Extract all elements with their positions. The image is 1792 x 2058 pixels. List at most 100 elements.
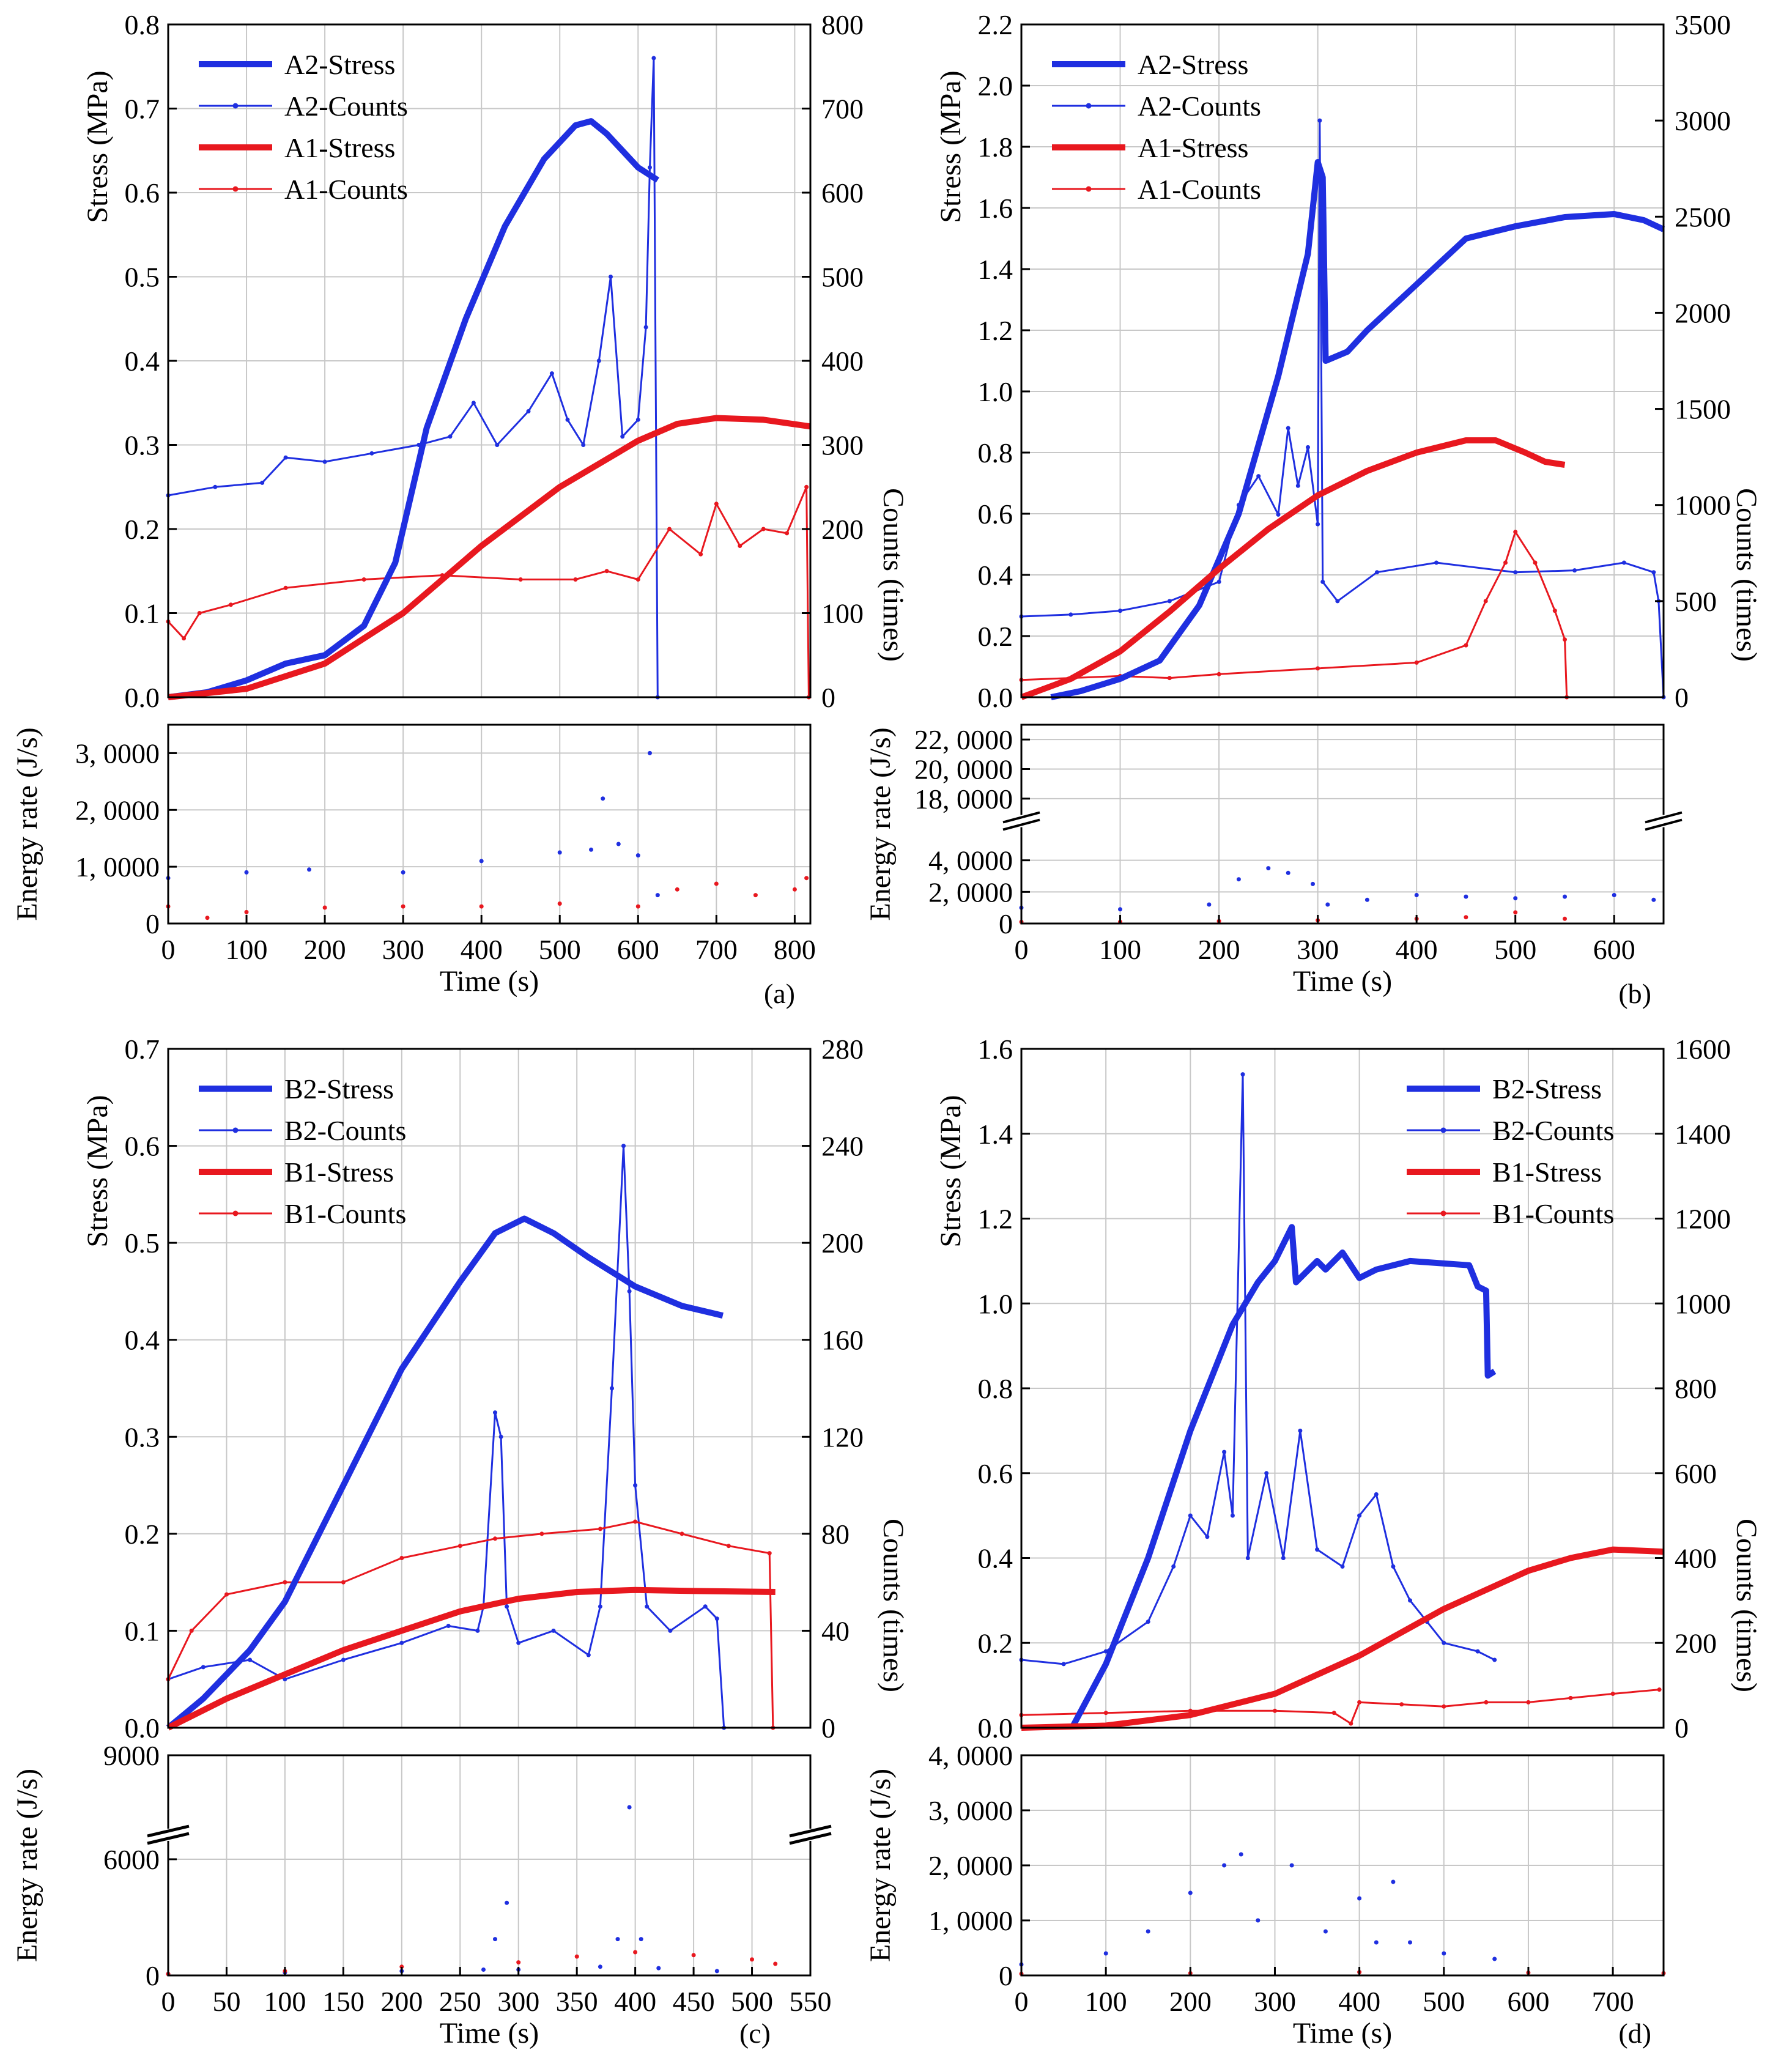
series-line-b2-stress — [1069, 1224, 1497, 1730]
y-axis-label-right: Counts (times) — [1730, 1519, 1763, 1692]
data-point-a2-counts — [1513, 570, 1518, 575]
data-point-a1-energy — [205, 916, 210, 920]
data-point-a1-energy — [1464, 915, 1468, 920]
energy-tick-label: 2, 0000 — [928, 1850, 1013, 1881]
y-tick-label-right: 500 — [1675, 586, 1717, 617]
data-point-b1-counts — [1103, 1711, 1108, 1716]
data-point-b2-counts — [1315, 1547, 1320, 1552]
x-tick-label: 400 — [461, 934, 503, 965]
data-point-a2-energy — [1118, 907, 1122, 912]
energy-tick-label: 0 — [146, 1960, 160, 1991]
chart-panel-1: 0 100 200 300 400 500 600 700 800 0.0 0.1 0.2 0.3 0.4… — [11, 9, 909, 1009]
data-point-b2-counts — [1357, 1513, 1362, 1518]
legend-entry: A2-Counts — [284, 91, 408, 122]
legend-entry: B1-Counts — [1492, 1198, 1614, 1229]
x-tick-label: 400 — [614, 1986, 656, 2017]
data-point-b2-energy — [1391, 1879, 1396, 1884]
data-point-b2-counts — [1188, 1513, 1193, 1518]
y-tick-label-left: 0.2 — [125, 514, 160, 545]
legend-marker — [1440, 1127, 1446, 1133]
data-point-b1-counts — [1484, 1700, 1489, 1705]
y-tick-label-left: 1.2 — [978, 315, 1013, 346]
y-tick-label-left: 1.6 — [978, 193, 1013, 224]
data-point-b2-energy — [656, 1966, 661, 1971]
x-tick-label: 150 — [322, 1986, 365, 2017]
y-axis-label-left: Stress (MPa) — [81, 1095, 114, 1247]
energy-tick-label: 1, 0000 — [928, 1905, 1013, 1936]
legend: A2-Stress A2-Counts A1-Stress A1-Counts — [1052, 49, 1261, 205]
y-tick-label-left: 1.4 — [978, 1119, 1013, 1150]
data-point-a2-energy — [1207, 902, 1212, 907]
data-point-a2-counts — [1068, 612, 1073, 617]
data-point-b2-energy — [1222, 1863, 1227, 1868]
data-point-a2-counts — [565, 417, 570, 422]
data-point-b2-counts — [714, 1616, 719, 1621]
x-tick-label: 500 — [1494, 934, 1536, 965]
energy-tick-label: 6000 — [103, 1844, 160, 1875]
data-point-a2-energy — [1311, 881, 1315, 886]
data-point-b2-counts — [248, 1657, 253, 1662]
y-tick-label-right: 0 — [821, 1712, 835, 1744]
data-point-b2-counts — [1442, 1640, 1446, 1645]
data-point-a1-counts — [1464, 643, 1468, 648]
y-tick-label-left: 0.3 — [125, 430, 160, 461]
data-point-b2-counts — [1146, 1619, 1150, 1624]
y-axis-label-right: Counts (times) — [877, 488, 909, 662]
data-point-a2-energy — [1325, 902, 1330, 907]
data-point-a2-counts — [495, 443, 500, 447]
data-point-a2-energy — [1612, 893, 1616, 897]
data-point-a1-energy — [557, 901, 562, 906]
y-axis-label-left: Stress (MPa) — [935, 70, 967, 223]
panel-label: (d) — [1618, 2018, 1651, 2049]
y-tick-label-right: 280 — [821, 1034, 864, 1065]
data-point-b1-counts — [224, 1592, 229, 1597]
legend: A2-Stress A2-Counts A1-Stress A1-Counts — [199, 49, 408, 205]
y-tick-label-right: 1600 — [1675, 1034, 1731, 1065]
series-line-a2-counts — [1021, 119, 1665, 698]
series-line-b2-counts — [1021, 1073, 1495, 1665]
data-point-a1-energy — [753, 893, 758, 898]
y-tick-label-left: 0.0 — [125, 1712, 160, 1744]
energy-tick-label: 2, 0000 — [928, 876, 1013, 908]
data-point-a2-energy — [1651, 897, 1656, 902]
y-tick-label-right: 240 — [821, 1131, 864, 1162]
axis-break-mark — [789, 1832, 832, 1845]
y-tick-label-right: 1000 — [1675, 1288, 1731, 1319]
data-point-b2-energy — [1408, 1940, 1412, 1945]
y-tick-label-left: 0.4 — [978, 560, 1013, 591]
data-point-b2-counts — [668, 1628, 673, 1633]
y-tick-label-right: 1400 — [1675, 1119, 1731, 1150]
axis-break-mark — [1002, 818, 1040, 831]
data-point-a1-counts — [1552, 609, 1557, 613]
data-point-a2-counts — [369, 451, 374, 456]
x-axis-label: Time (s) — [1293, 965, 1392, 998]
data-point-a1-counts — [761, 527, 766, 531]
legend-entry: B2-Stress — [284, 1073, 394, 1105]
y-tick-label-left: 0.0 — [978, 1712, 1013, 1744]
data-point-a2-counts — [620, 434, 625, 439]
data-point-a2-counts — [213, 484, 218, 489]
series-line-a1-stress — [1020, 437, 1566, 700]
data-point-a1-energy — [1563, 916, 1567, 921]
data-point-b1-energy — [399, 1964, 404, 1969]
data-point-a1-counts — [361, 577, 366, 582]
y-tick-label-left: 2.2 — [978, 9, 1013, 40]
legend-marker — [232, 103, 239, 109]
legend-marker — [1440, 1210, 1446, 1216]
data-point-b1-counts — [457, 1544, 462, 1549]
data-point-b2-counts — [1475, 1649, 1480, 1654]
data-point-b2-energy — [615, 1937, 620, 1942]
data-point-b1-counts — [189, 1628, 194, 1633]
data-point-a2-energy — [635, 853, 640, 858]
y-tick-label-right: 400 — [1675, 1543, 1717, 1574]
data-point-a2-energy — [1513, 896, 1518, 901]
data-point-a1-counts — [573, 577, 578, 582]
data-point-a1-counts — [635, 577, 640, 582]
data-point-a2-counts — [1118, 609, 1122, 613]
plot-frame — [1020, 23, 1665, 698]
legend-entry: B1-Stress — [284, 1157, 394, 1188]
data-point-b1-counts — [1273, 1708, 1277, 1713]
x-tick-label: 200 — [1198, 934, 1240, 965]
series-line-a2-counts — [168, 57, 659, 698]
